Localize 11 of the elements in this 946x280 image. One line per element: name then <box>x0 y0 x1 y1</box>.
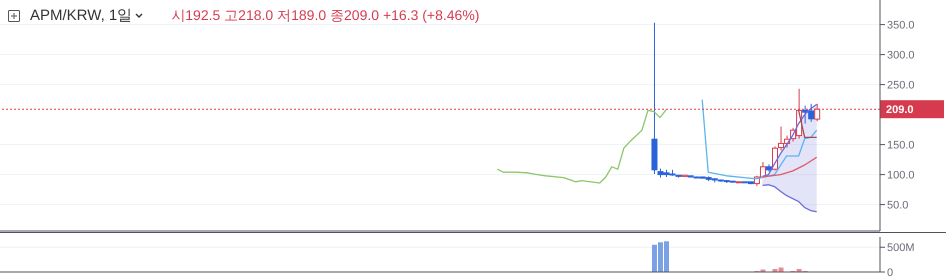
y-tick-label: 300.0 <box>887 50 915 62</box>
y-tick-label: 100.0 <box>887 170 915 182</box>
y-tick-label: 0 <box>887 266 894 279</box>
text: 시192.5 고218.0 저189.0 종209.0 +16.3 (+8.46%) <box>171 6 480 24</box>
y-tick-label: 350.0 <box>887 20 915 32</box>
text: APM/KRW, 1일 <box>30 6 132 25</box>
y-tick-label: 250.0 <box>887 80 915 92</box>
ref-line-label: 209.0 <box>886 104 914 116</box>
y-tick-label: 500M <box>887 242 915 254</box>
y-tick-label: 50.0 <box>887 200 908 212</box>
y-tick-label: 150.0 <box>887 140 915 152</box>
